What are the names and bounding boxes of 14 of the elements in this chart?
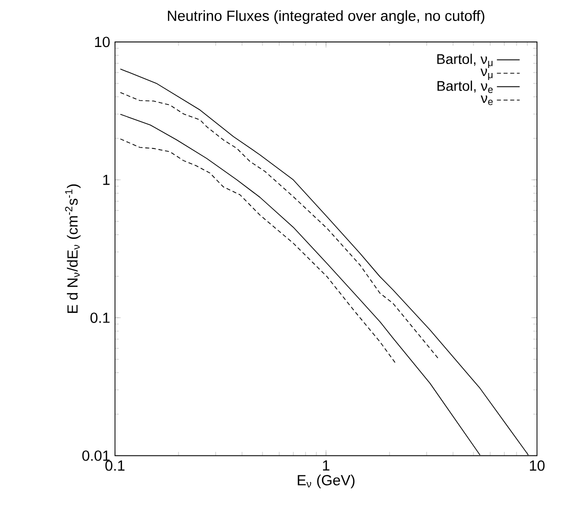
text: E d N$_{ν}$/dE$_{ν}$ (cm$^{-2}$s$^{-1}$) xyxy=(65,184,81,313)
legend-label: ν$_{e}$ xyxy=(480,95,493,106)
y-tick-label: 10 xyxy=(95,36,110,48)
y-tick-label: 0.01 xyxy=(82,450,110,461)
x-tick-label: 10 xyxy=(530,460,545,471)
y-tick-label: 1 xyxy=(103,174,110,185)
x-tick-label: 0.1 xyxy=(105,460,124,471)
x-tick-label: 1 xyxy=(323,460,330,470)
legend-label: Bartol, ν$_{μ}$ xyxy=(437,54,492,68)
legend-label: Bartol, ν$_{e}$ xyxy=(438,80,493,94)
legend-label: ν$_{μ}$ xyxy=(480,68,492,80)
chart-title: Neutrino Fluxes (integrated over angle, no cutoff) xyxy=(168,10,484,24)
y-tick-label: 0.1 xyxy=(90,312,110,323)
x-axis-title: E$_{ν}$ (GeV) xyxy=(298,474,354,488)
